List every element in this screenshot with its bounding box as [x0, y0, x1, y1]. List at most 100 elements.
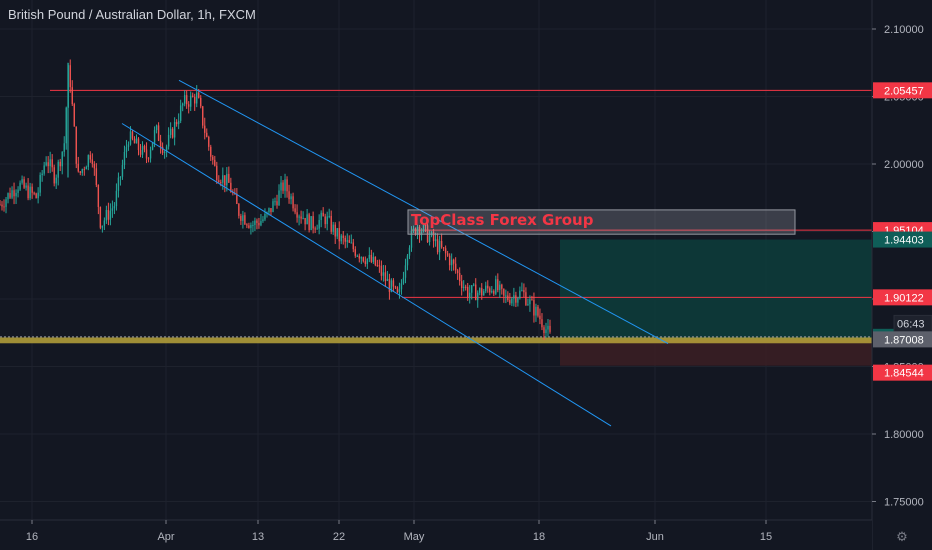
candle-body: [326, 216, 328, 225]
candle-body: [529, 299, 531, 305]
candle-body: [47, 162, 49, 167]
candle-body: [489, 288, 491, 293]
candle-body: [434, 239, 437, 242]
candle-body: [290, 196, 292, 200]
candle-body: [77, 163, 79, 172]
candle-body: [256, 220, 258, 223]
candle-body: [519, 290, 521, 299]
candle-body: [3, 206, 5, 208]
candle-body: [428, 235, 431, 243]
candle-body: [390, 280, 393, 292]
candle-body: [15, 192, 17, 197]
candle-body: [527, 304, 529, 306]
candle-body: [214, 159, 216, 166]
candle-body: [5, 199, 7, 207]
candle-body: [342, 235, 344, 238]
candle-body: [525, 292, 527, 305]
candle-body: [210, 146, 212, 157]
annotation-rect[interactable]: [407, 209, 796, 235]
annotation-box[interactable]: TopClass Forex Group: [407, 209, 796, 235]
candle-body: [99, 206, 102, 228]
candle-body: [481, 288, 483, 296]
candle-body: [119, 176, 122, 178]
price-axis[interactable]: 1.750001.800001.850001.900001.950002.000…: [871, 0, 932, 550]
candle-body: [416, 226, 419, 235]
candle-body: [206, 132, 208, 137]
candle-body: [236, 193, 238, 204]
candle-body: [49, 159, 51, 167]
candle-body: [171, 128, 174, 138]
candle-body: [262, 219, 264, 222]
candle-body: [208, 136, 210, 147]
gear-icon[interactable]: ⚙: [896, 530, 908, 545]
time-tick-label: Apr: [157, 531, 174, 543]
time-tick-label: 16: [26, 531, 38, 543]
candle-body: [314, 228, 316, 230]
candle-body: [282, 182, 284, 191]
candle-body: [352, 242, 354, 250]
candle-body: [179, 105, 182, 121]
candle-body: [1, 204, 3, 207]
candle-body: [220, 182, 222, 184]
candle-body: [312, 216, 314, 229]
candle-body: [513, 295, 515, 299]
candle-body: [93, 163, 96, 169]
candle-body: [362, 257, 365, 262]
candle-body: [402, 277, 405, 284]
candle-body: [145, 149, 148, 159]
descending-channel[interactable]: [121, 79, 669, 427]
candle-body: [228, 173, 230, 183]
candle-body: [95, 168, 98, 185]
candle-body: [35, 193, 37, 199]
candle-body: [370, 254, 373, 262]
candle-body: [549, 325, 551, 332]
candle-body: [360, 257, 363, 259]
candle-body: [380, 265, 383, 276]
candle-body: [270, 208, 272, 213]
candle-body: [412, 228, 415, 231]
candle-body: [189, 95, 192, 107]
candle-body: [173, 122, 176, 138]
candle-body: [479, 288, 481, 293]
candle-body: [185, 95, 188, 105]
candle-body: [348, 240, 350, 243]
channel-lower-line[interactable]: [121, 123, 612, 427]
candle-body: [477, 292, 479, 301]
candle-body: [7, 193, 9, 200]
candle-body: [460, 281, 463, 289]
candle-body: [306, 214, 308, 225]
candle-body: [240, 215, 242, 221]
candle-body: [420, 231, 423, 236]
candle-body: [521, 290, 523, 292]
candle-body: [328, 215, 330, 217]
candle-body: [539, 315, 541, 320]
time-tick-label: 15: [760, 531, 772, 543]
candle-body: [113, 206, 116, 209]
candle-body: [388, 278, 391, 292]
candle-body: [123, 151, 126, 166]
channel-upper-line[interactable]: [178, 79, 669, 344]
candle-body: [29, 186, 31, 199]
candle-body: [278, 190, 280, 206]
candle-body: [202, 106, 204, 126]
candle-body: [250, 225, 252, 228]
candle-body: [296, 212, 298, 218]
time-axis[interactable]: 16 Apr 13 22 May 18 Jun 15 ⚙: [0, 519, 908, 550]
entry-band: [0, 337, 872, 344]
candle-body: [258, 222, 260, 226]
target-badge: 1.94403: [884, 235, 924, 247]
candle-body: [268, 208, 270, 213]
candle-body: [55, 177, 57, 184]
candle-body: [97, 184, 100, 207]
candle-body: [448, 255, 451, 266]
candle-body: [101, 225, 104, 228]
candle-body: [334, 224, 336, 237]
candle-body: [499, 284, 501, 291]
candle-body: [464, 286, 467, 288]
candle-body: [147, 158, 150, 160]
candle-body: [224, 175, 226, 186]
level-badge-2-05457-bg: [873, 82, 932, 99]
candle-body: [129, 131, 132, 145]
candle-body: [155, 125, 158, 131]
